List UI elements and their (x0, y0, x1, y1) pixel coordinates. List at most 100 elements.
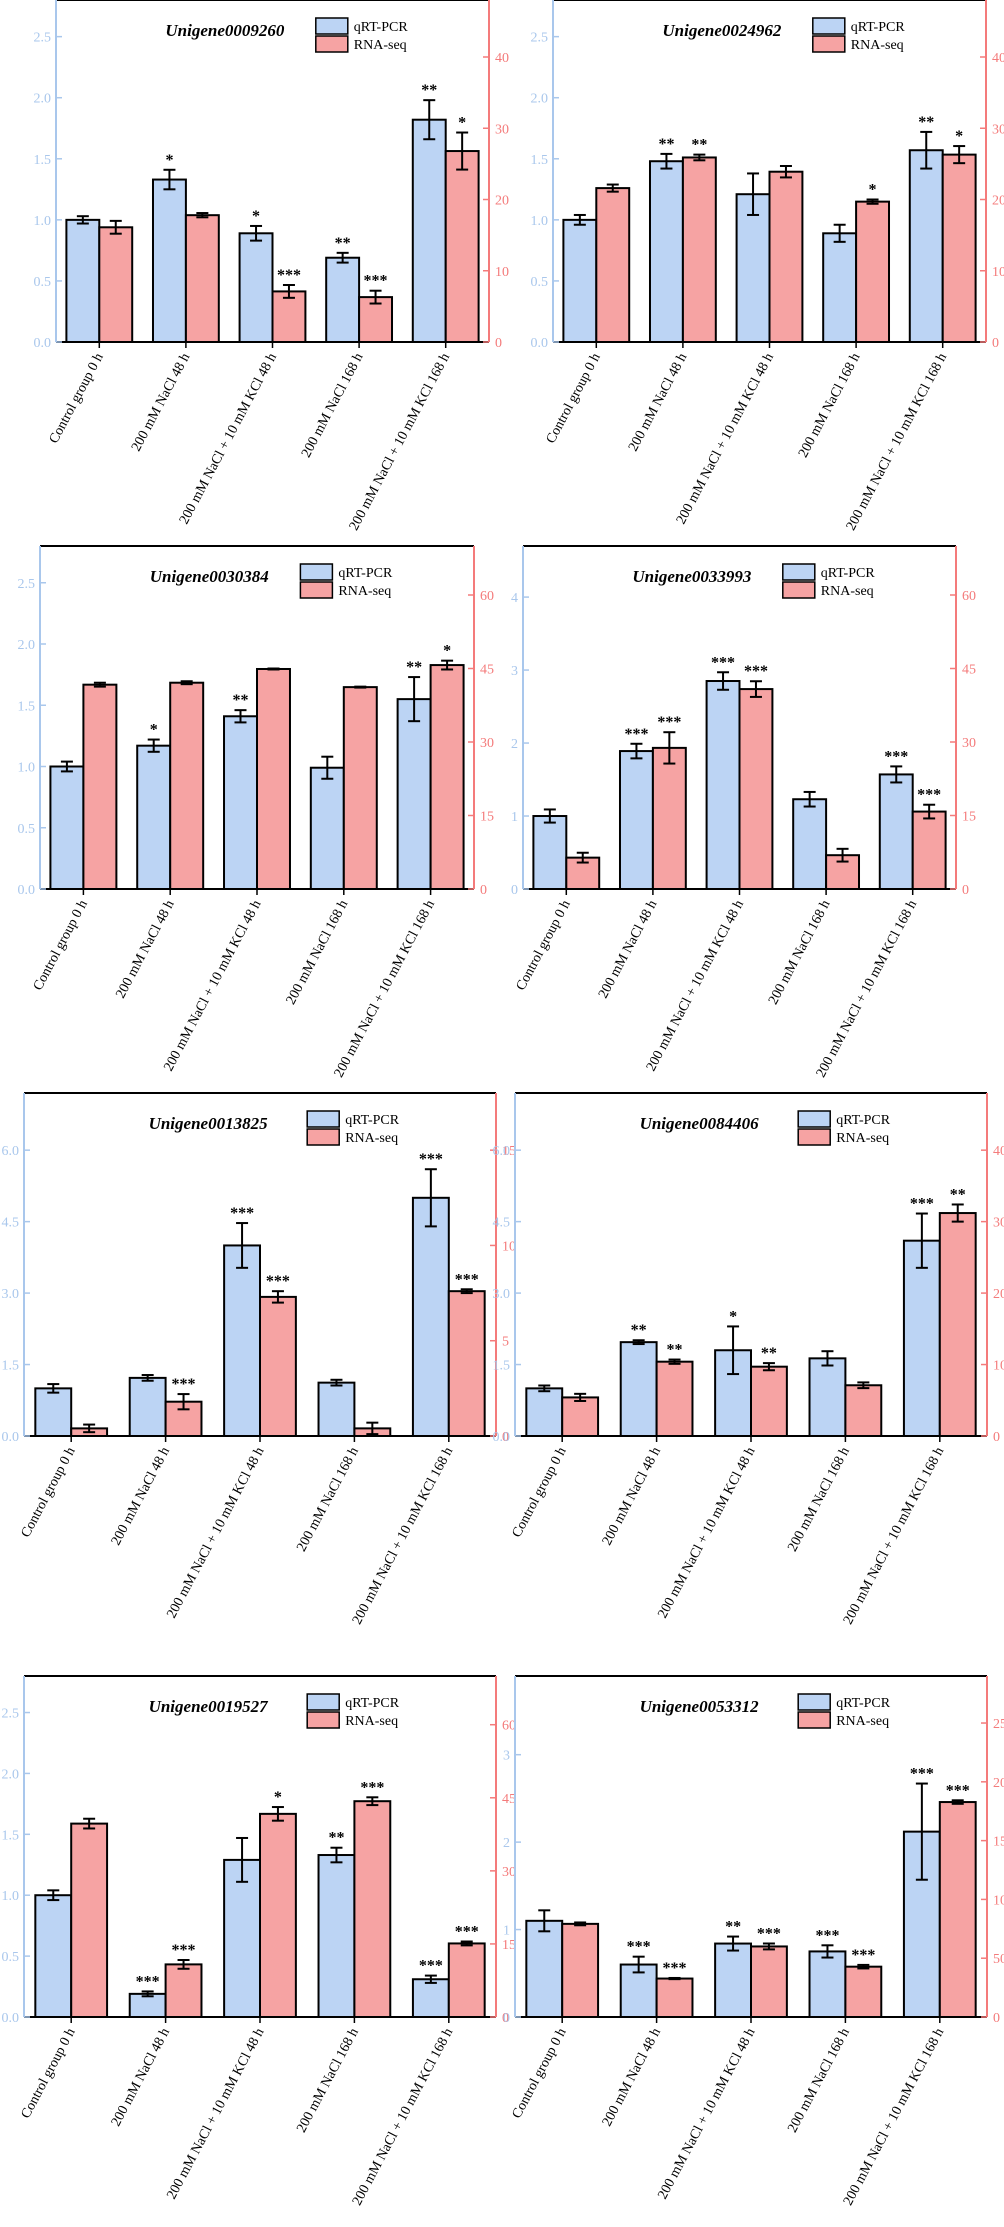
bar-qrt-pcr (792, 798, 828, 890)
category-label: Control group 0 h (31, 898, 91, 993)
bar-rna-seq (444, 150, 480, 343)
legend-swatch-qrt-pcr (812, 17, 846, 35)
left-tick-label: 2.0 (531, 92, 549, 107)
significance-label: * (729, 1308, 737, 1325)
chart-1: 0.0 0.5 1.0 1.5 2.0 2.5 0 10 20 30 40 Control group… (531, 0, 1004, 533)
category-label: 200 mM NaCl + 10 mM KCl 48 h (655, 1445, 758, 1621)
bar-qrt-pcr (822, 232, 858, 344)
bar-rna-seq (651, 746, 687, 890)
significance-label: ** (725, 1919, 741, 1936)
left-tick-label: 0.0 (34, 336, 52, 351)
left-tick-label: 0.0 (2, 1430, 20, 1445)
significance-label: ** (631, 1322, 647, 1339)
significance-label: *** (230, 1205, 254, 1222)
bar-rna-seq (938, 1212, 977, 1438)
significance-label: *** (627, 1939, 651, 1956)
bar-qrt-pcr (735, 193, 771, 343)
bar-rna-seq (256, 667, 291, 890)
significance-label: * (274, 1789, 282, 1806)
category-label: Control group 0 h (514, 898, 574, 993)
legend-label-qrt-pcr: qRT-PCR (836, 1113, 891, 1128)
significance-label: *** (364, 273, 388, 290)
bar-qrt-pcr (525, 1919, 564, 2019)
legend-swatch-rna-seq (797, 1128, 831, 1146)
right-tick-label: 500 (993, 1952, 1004, 1967)
significance-label: ** (918, 114, 934, 131)
bar-qrt-pcr (714, 1942, 752, 2018)
category-label: 200 mM NaCl 48 h (600, 2026, 664, 2129)
legend-label-qrt-pcr: qRT-PCR (821, 566, 876, 581)
left-tick-label: 2.0 (34, 92, 52, 107)
bar-qrt-pcr (525, 1387, 564, 1437)
bar-rna-seq (655, 1360, 694, 1438)
bar-rna-seq (844, 1384, 883, 1437)
legend-label-rna-seq: RNA-seq (851, 38, 904, 53)
category-label: 200 mM NaCl 48 h (626, 351, 690, 454)
significance-label: *** (910, 1766, 934, 1783)
left-tick-label: 2.5 (34, 31, 52, 46)
legend-swatch-rna-seq (306, 1128, 340, 1146)
significance-label: *** (884, 748, 908, 765)
left-tick-label: 1.5 (2, 1359, 20, 1374)
legend-label-rna-seq: RNA-seq (821, 584, 874, 599)
legend-label-qrt-pcr: qRT-PCR (338, 566, 393, 581)
significance-label: ** (691, 137, 707, 154)
legend-swatch-qrt-pcr (306, 1693, 340, 1711)
bar-rna-seq (844, 1965, 883, 2018)
left-tick-label: 4 (511, 591, 518, 606)
category-label: 200 mM NaCl 48 h (109, 1445, 173, 1548)
category-label: Control group 0 h (47, 351, 107, 446)
category-label: 200 mM NaCl + 10 mM KCl 168 h (841, 2026, 947, 2208)
legend-label-rna-seq: RNA-seq (345, 1714, 398, 1729)
left-tick-label: 0.0 (531, 336, 549, 351)
right-tick-label: 40 (992, 51, 1004, 66)
category-label: 200 mM NaCl + 10 mM KCl 168 h (350, 2026, 456, 2208)
category-label: 200 mM NaCl + 10 mM KCl 168 h (844, 351, 950, 533)
significance-label: ** (761, 1345, 777, 1362)
bar-qrt-pcr (128, 1376, 167, 1438)
significance-label: *** (711, 654, 735, 671)
significance-label: * (252, 208, 260, 225)
significance-label: *** (757, 1926, 781, 1943)
left-tick-label: 0 (503, 2011, 510, 2026)
bar-qrt-pcr (562, 218, 598, 344)
legend-swatch-qrt-pcr (797, 1110, 831, 1128)
chart-6: 0.0 0.5 1.0 1.5 2.0 2.5 0 15 30 45 60 Control group… (2, 1675, 516, 2208)
significance-label: *** (815, 1927, 839, 1944)
left-tick-label: 1 (503, 1924, 510, 1939)
right-tick-label: 30 (480, 736, 494, 751)
bar-rna-seq (271, 290, 307, 344)
legend-label-qrt-pcr: qRT-PCR (354, 20, 409, 35)
significance-label: *** (360, 1779, 384, 1796)
right-tick-label: 2000 (993, 1776, 1004, 1791)
right-tick-label: 30 (992, 122, 1004, 137)
significance-label: * (458, 115, 466, 132)
bar-rna-seq (164, 1400, 203, 1437)
left-tick-label: 4.5 (493, 1216, 511, 1231)
left-tick-label: 3 (503, 1749, 510, 1764)
bar-rna-seq (681, 156, 717, 343)
bar-qrt-pcr (309, 766, 345, 890)
right-tick-label: 10 (502, 1239, 516, 1254)
category-label: Control group 0 h (19, 1445, 79, 1540)
left-tick-label: 1.0 (18, 761, 36, 776)
category-label: 200 mM NaCl + 10 mM KCl 48 h (674, 351, 777, 527)
bar-qrt-pcr (618, 750, 654, 890)
bar-rna-seq (561, 1396, 600, 1437)
chart-title: Unigene0084406 (640, 1114, 760, 1133)
legend-swatch-rna-seq (299, 581, 334, 599)
chart-5: 0.0 1.5 3.0 4.5 6.0 0 10 20 30 40 Control group 0 … (493, 1092, 1004, 1627)
left-tick-label: 1.0 (2, 1889, 20, 1904)
bar-rna-seq (164, 1963, 203, 2018)
left-tick-label: 2 (511, 737, 518, 752)
category-label: 200 mM NaCl 168 h (284, 898, 352, 1007)
category-label: 200 mM NaCl 48 h (109, 2026, 173, 2129)
significance-label: *** (657, 714, 681, 731)
significance-label: ** (406, 659, 422, 676)
bar-qrt-pcr (902, 1239, 941, 1437)
chart-title: Unigene0030384 (150, 567, 269, 586)
right-tick-label: 0 (502, 1430, 509, 1445)
right-tick-label: 45 (480, 663, 494, 678)
significance-label: *** (851, 1947, 875, 1964)
